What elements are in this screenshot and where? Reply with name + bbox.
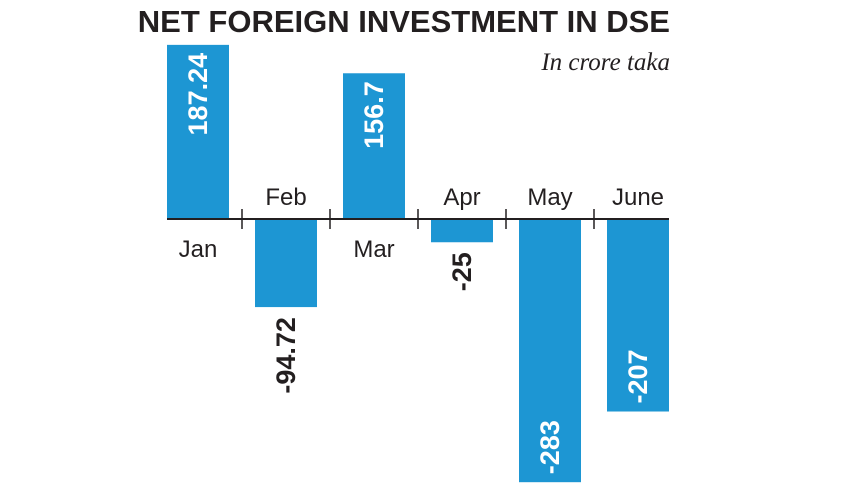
x-tick-label: Mar xyxy=(353,236,394,263)
bar xyxy=(519,219,581,483)
bar xyxy=(607,219,669,412)
value-label: -207 xyxy=(623,349,653,403)
bar xyxy=(167,44,229,220)
value-label: -94.72 xyxy=(271,317,301,394)
value-label: 156.7 xyxy=(359,81,389,149)
x-tick-label: May xyxy=(527,184,572,211)
chart-subtitle: In crore taka xyxy=(540,49,670,76)
chart-title: NET FOREIGN INVESTMENT IN DSE xyxy=(138,4,670,39)
bar xyxy=(431,219,493,243)
x-tick-label: Jan xyxy=(179,236,218,263)
bar xyxy=(255,219,317,308)
value-label: -25 xyxy=(447,252,477,291)
bar xyxy=(343,73,405,219)
x-tick-label: Feb xyxy=(265,184,306,211)
value-label: 187.24 xyxy=(183,53,213,136)
value-label: -283 xyxy=(535,420,565,474)
x-tick-label: Apr xyxy=(443,184,480,211)
x-tick-label: June xyxy=(612,184,664,211)
